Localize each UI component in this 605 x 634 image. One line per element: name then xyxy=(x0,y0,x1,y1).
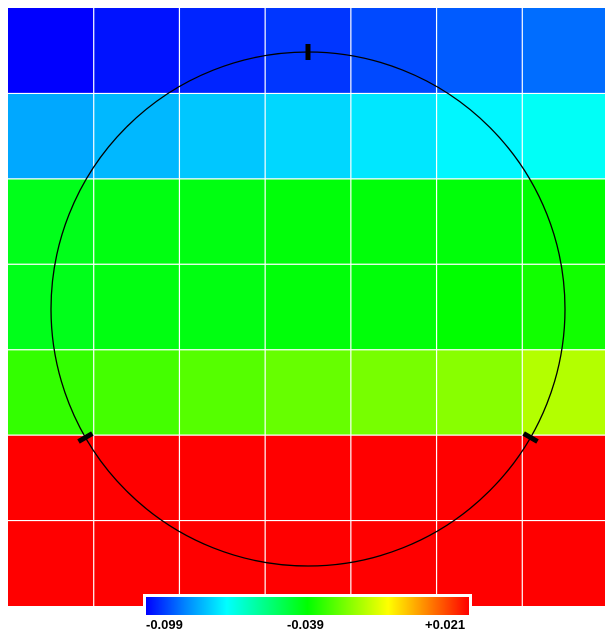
colorbar-max-label: +0.021 xyxy=(425,617,466,632)
heatmap-cell xyxy=(8,8,94,94)
heatmap-cell xyxy=(179,435,266,521)
heatmap-cell xyxy=(93,93,180,179)
heatmap-cells xyxy=(8,8,605,606)
heatmap-cell xyxy=(436,8,523,94)
heatmap-cell xyxy=(179,349,266,436)
colorbar xyxy=(143,594,472,618)
heatmap-cell xyxy=(350,93,437,179)
heatmap-cell xyxy=(265,435,351,521)
colorbar-min-label: -0.099 xyxy=(146,617,183,632)
heatmap-cell xyxy=(179,520,266,606)
heatmap-cell xyxy=(265,349,351,436)
heatmap-cell xyxy=(436,93,523,179)
colorbar-mid-label: -0.039 xyxy=(287,617,324,632)
heatmap-cell xyxy=(350,178,437,265)
heatmap-cell xyxy=(265,178,351,265)
heatmap-gridlines xyxy=(8,8,605,606)
heatmap-cell xyxy=(436,435,523,521)
heatmap-cell xyxy=(436,520,523,606)
wafer-marker-lower-right xyxy=(522,431,539,444)
heatmap-cell xyxy=(265,264,351,350)
colorbar-gradient xyxy=(146,597,469,615)
heatmap-cell xyxy=(93,178,180,265)
heatmap-cell xyxy=(93,349,180,436)
wafer-marker-lower-left xyxy=(77,431,94,444)
heatmap-cell xyxy=(350,349,437,436)
heatmap-cell xyxy=(522,349,605,436)
heatmap-cell xyxy=(522,178,605,265)
heatmap-cell xyxy=(93,264,180,350)
heatmap-cell xyxy=(8,349,94,436)
heatmap-cell xyxy=(522,520,605,606)
heatmap-cell xyxy=(179,264,266,350)
heatmap-cell xyxy=(522,93,605,179)
heatmap-cell xyxy=(350,520,437,606)
heatmap-cell xyxy=(179,8,266,94)
heatmap-cell xyxy=(8,520,94,606)
heatmap-cell xyxy=(436,349,523,436)
heatmap-cell xyxy=(436,178,523,265)
heatmap-cell xyxy=(522,8,605,94)
heatmap-cell xyxy=(265,520,351,606)
heatmap-cell xyxy=(350,264,437,350)
heatmap-cell xyxy=(179,93,266,179)
heatmap-cell xyxy=(179,178,266,265)
heatmap-cell xyxy=(265,93,351,179)
heatmap-cell xyxy=(350,8,437,94)
heatmap-cell xyxy=(8,435,94,521)
heatmap-cell xyxy=(350,435,437,521)
heatmap-cell xyxy=(8,93,94,179)
wafer-overlay xyxy=(50,44,566,567)
heatmap-cell xyxy=(522,435,605,521)
heatmap-cell xyxy=(93,520,180,606)
heatmap-cell xyxy=(436,264,523,350)
heatmap-cell xyxy=(93,435,180,521)
heatmap-cell xyxy=(8,178,94,265)
heatmap-cell xyxy=(93,8,180,94)
